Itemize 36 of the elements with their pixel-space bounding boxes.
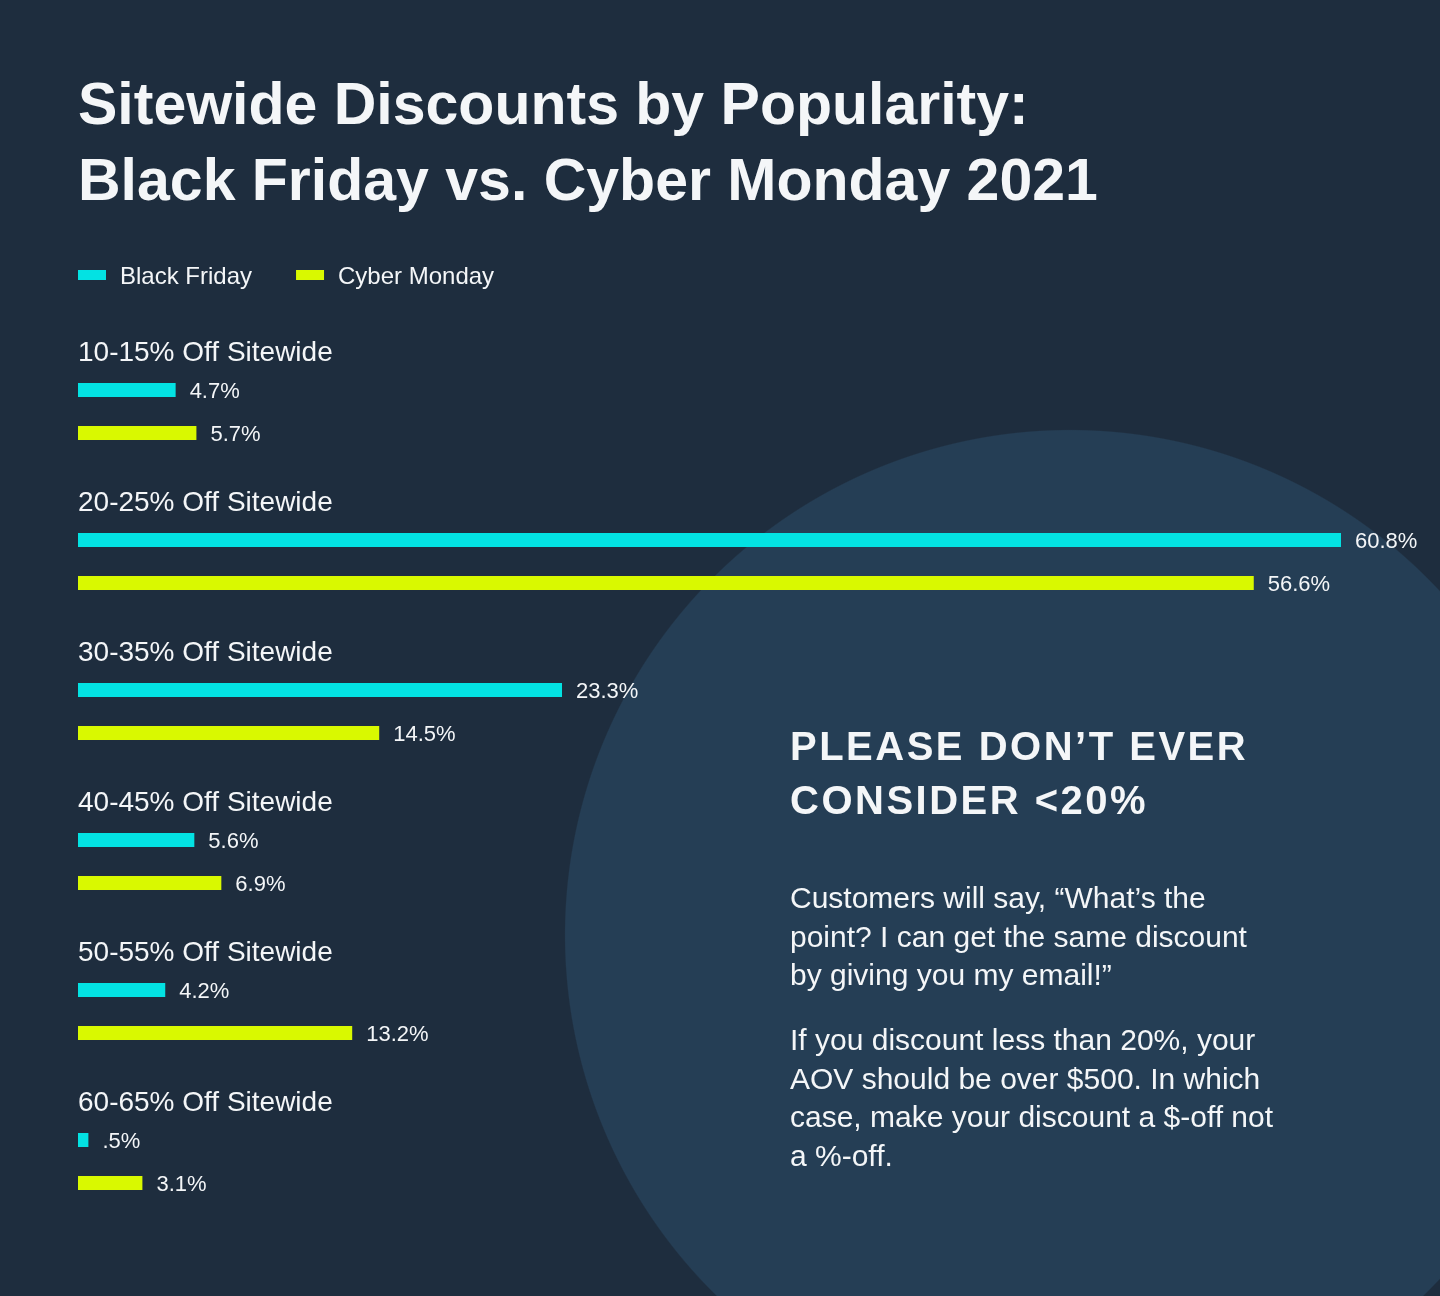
data-label: 13.2% (366, 1020, 429, 1046)
bar (78, 876, 222, 890)
y-tick-label: 40-45% Off Sitewide (78, 786, 333, 817)
bar (78, 726, 380, 740)
bar (78, 683, 563, 697)
legend-label: Cyber Monday (338, 261, 495, 289)
bar (78, 1133, 89, 1147)
chart-title: Sitewide Discounts by Popularity: Black Friday vs. Cyber Monday 2021 (78, 71, 1098, 213)
data-label: 5.7% (210, 420, 261, 446)
data-label: 23.3% (576, 677, 639, 703)
annotation: PLEASE DON’T EVER CONSIDER <20% (790, 724, 1249, 822)
data-label: 6.9% (235, 870, 286, 896)
y-tick-label: 10-15% Off Sitewide (78, 336, 333, 367)
data-label: .5% (102, 1127, 141, 1153)
y-tick-label: 20-25% Off Sitewide (78, 486, 333, 517)
bar (78, 833, 195, 847)
bar (78, 1026, 353, 1040)
bar (78, 983, 166, 997)
bar (78, 1176, 143, 1190)
bar (78, 426, 197, 440)
data-label: 60.8% (1355, 527, 1418, 553)
annotation: If you discount less than 20%, your AOV should be over $500. In which case, make your discount a $-off not a %-off. (790, 1023, 1274, 1172)
data-label: 3.1% (156, 1170, 207, 1196)
y-tick-label: 50-55% Off Sitewide (78, 936, 333, 967)
y-tick-label: 30-35% Off Sitewide (78, 636, 333, 667)
bar (78, 383, 176, 397)
data-label: 56.6% (1267, 570, 1331, 596)
data-label: 4.7% (189, 377, 240, 403)
bar (78, 533, 1341, 547)
data-label: 14.5% (393, 720, 456, 746)
data-label: 4.2% (179, 977, 230, 1003)
data-label: 5.6% (208, 827, 259, 853)
annotation: Customers will say, “What’s the point? I can get the same discount by giving you my email!” (790, 881, 1248, 991)
bar (78, 576, 1254, 590)
legend-label: Black Friday (120, 261, 253, 289)
y-tick-label: 60-65% Off Sitewide (78, 1086, 333, 1117)
